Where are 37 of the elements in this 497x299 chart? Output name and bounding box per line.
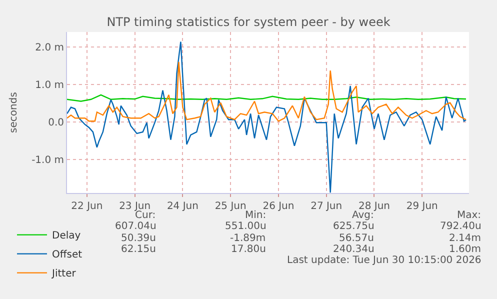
text: Avg: xyxy=(352,210,374,221)
chart-title: NTP timing statistics for system peer - by week xyxy=(106,15,390,30)
x-tick-label: 26 Jun xyxy=(262,201,294,212)
y-tick-label: -1.0 m xyxy=(32,154,64,166)
text: Last update: Tue Jun 30 10:15:00 2026 xyxy=(287,255,482,266)
text: 240.34u xyxy=(333,244,374,255)
x-tick-label: 27 Jun xyxy=(310,201,342,212)
legend-label: Delay xyxy=(52,230,81,242)
x-tick-label: 24 Jun xyxy=(166,201,198,212)
x-tick-label: 23 Jun xyxy=(119,201,151,212)
text: 1.60m xyxy=(449,244,482,255)
text: 17.80u xyxy=(231,244,266,255)
x-tick-label: 25 Jun xyxy=(214,201,246,212)
x-tick-label: 28 Jun xyxy=(358,201,390,212)
y-tick-label: 0.0 xyxy=(48,117,64,128)
legend-label: Jitter xyxy=(51,268,77,280)
y-tick-label: 2.0 m xyxy=(35,42,64,54)
text: 607.04u xyxy=(115,221,156,232)
x-tick-label: 22 Jun xyxy=(71,201,103,212)
text: 792.40u xyxy=(440,221,482,232)
text: 2.14m xyxy=(449,233,482,244)
text: 50.39u xyxy=(121,233,156,244)
legend-label: Offset xyxy=(52,250,82,261)
text: Min: xyxy=(245,210,266,221)
x-tick-label: 29 Jun xyxy=(406,201,438,212)
text: 62.15u xyxy=(121,244,156,255)
y-tick-label: 1.0 m xyxy=(35,80,64,91)
text: Cur: xyxy=(135,210,156,221)
y-axis-title: seconds xyxy=(8,92,20,133)
line-series xyxy=(67,61,467,122)
text: 56.57u xyxy=(339,233,374,244)
text: 625.75u xyxy=(333,221,374,232)
line-series xyxy=(67,41,467,193)
text: 551.00u xyxy=(225,221,266,232)
text: Max: xyxy=(457,210,482,221)
text: -1.89m xyxy=(230,233,266,244)
line-series xyxy=(67,94,467,102)
